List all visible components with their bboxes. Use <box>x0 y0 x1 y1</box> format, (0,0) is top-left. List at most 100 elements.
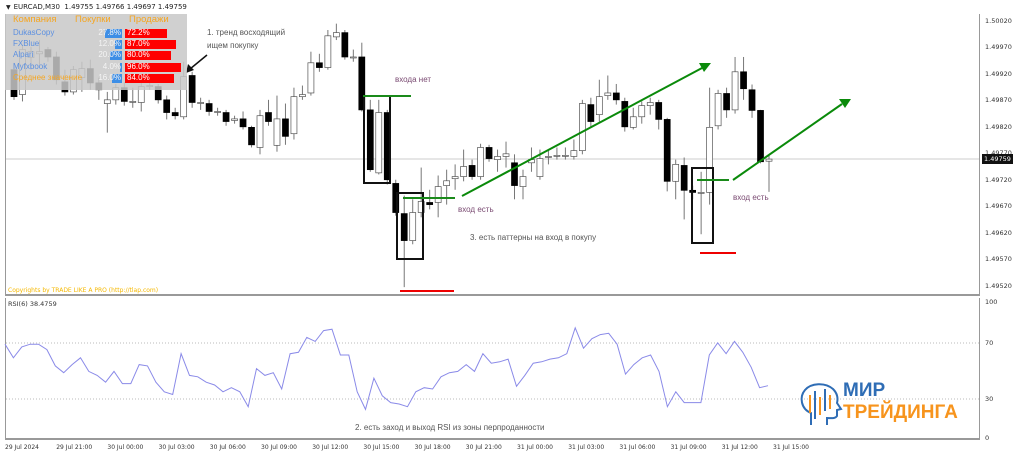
candle <box>655 99 663 130</box>
candle-body-bear <box>587 104 595 122</box>
time-tick-label: 31 Jul 06:00 <box>619 444 656 451</box>
candle-body-bull <box>197 102 204 104</box>
candle-body-bull <box>646 102 654 107</box>
candle-body-bull <box>103 99 111 104</box>
candle <box>511 154 518 200</box>
rsi-pane[interactable] <box>5 298 980 440</box>
price-tick-label: 1.49970 <box>985 43 1012 52</box>
candle <box>757 109 764 164</box>
candle-body-bull <box>536 158 544 177</box>
table-row: Myfxbook 4.0% 96.0% <box>5 62 187 73</box>
candle-body-bear <box>663 119 671 182</box>
annotation-look-buy: ищем покупку <box>207 41 259 50</box>
time-tick-label: 30 Jul 03:00 <box>158 444 195 451</box>
candle-body-bull <box>273 118 281 146</box>
price-tick-label: 1.49570 <box>985 255 1012 264</box>
candle <box>621 97 629 132</box>
candle <box>553 147 561 160</box>
candle-body-bull <box>256 115 264 148</box>
candle <box>579 99 586 155</box>
candle-body-bull <box>595 96 603 116</box>
candle-body-bull <box>333 32 340 38</box>
candle <box>400 195 408 288</box>
candle-body-bull <box>231 118 238 121</box>
candle <box>214 107 221 116</box>
table-row: Среднее значение 16.0% 84.0% <box>5 73 187 84</box>
pattern-box-3 <box>691 167 714 244</box>
price-chart-pane[interactable] <box>5 14 980 296</box>
candle-body-bear <box>426 202 434 205</box>
candle <box>171 107 179 120</box>
logo-line1: МИР <box>843 380 886 401</box>
price-tick-label: 1.49720 <box>985 175 1012 184</box>
rsi-level-70-label: 70 <box>985 339 994 347</box>
candle <box>562 147 569 160</box>
logo: МИР ТРЕЙДИНГА <box>795 380 975 428</box>
candle <box>595 79 603 122</box>
candle <box>672 159 680 200</box>
candle-body-bull <box>697 192 705 194</box>
candle-body-bear <box>723 93 730 111</box>
candle <box>468 159 476 180</box>
candle-body-bull <box>417 201 425 213</box>
candle <box>731 56 739 114</box>
annotation-trend: 1. тренд восходящий <box>207 28 286 37</box>
buy-value: 20.0% <box>98 50 121 59</box>
company-name: Среднее значение <box>13 73 83 82</box>
candle-body-bear <box>612 92 620 101</box>
candle <box>714 89 722 130</box>
company-name: Myfxbook <box>13 62 48 71</box>
company-name: Alpari <box>13 50 34 59</box>
candle-body-bear <box>366 109 374 171</box>
candle <box>434 175 442 218</box>
candle <box>324 29 332 70</box>
sell-value: 84.0% <box>127 73 150 82</box>
candle-body-bear <box>621 101 629 128</box>
candle-body-bear <box>392 183 400 213</box>
candle-body-bear <box>248 126 255 146</box>
buy-bar <box>112 74 122 83</box>
annotation-no-entry: входа нет <box>395 75 432 84</box>
candle <box>519 169 527 200</box>
time-tick-label: 31 Jul 03:00 <box>568 444 605 451</box>
candle <box>477 143 484 180</box>
candle <box>604 75 612 100</box>
candle <box>205 99 213 116</box>
candle-body-bear <box>163 99 171 113</box>
candle-body-bull <box>519 176 527 187</box>
candle-body-bear <box>239 118 247 128</box>
rsi-level-0-label: 0 <box>985 434 990 442</box>
candle-body-bull <box>434 186 442 203</box>
candle-body-bull <box>570 150 578 157</box>
candle <box>282 103 289 145</box>
sell-value: 80.0% <box>127 50 150 59</box>
time-tick-label: 30 Jul 12:00 <box>312 444 349 451</box>
candle <box>239 111 247 130</box>
candle-body-bull <box>129 101 137 103</box>
candle <box>765 155 773 192</box>
buy-bar <box>119 63 122 72</box>
header-company: Компания <box>13 14 57 25</box>
trend-arrow-1 <box>461 67 703 197</box>
candle-body-bear <box>358 56 366 111</box>
candle-body-bull <box>545 156 552 158</box>
dropdown-triangle-icon[interactable]: ▼ <box>6 4 11 11</box>
sell-bar <box>125 63 181 72</box>
candle-body-bear <box>468 165 476 177</box>
header-sells: Продажи <box>129 14 169 25</box>
candle <box>748 84 756 118</box>
candle <box>197 97 204 110</box>
candle-body-bull <box>290 96 298 135</box>
sell-bar <box>125 51 172 60</box>
candle <box>248 125 255 148</box>
time-tick-label: 30 Jul 15:00 <box>363 444 400 451</box>
candle-body-bear <box>205 103 213 112</box>
candle <box>723 87 730 118</box>
candle <box>460 149 467 182</box>
candle <box>103 91 111 133</box>
candle-body-bear <box>316 62 323 68</box>
candle <box>612 83 620 105</box>
pattern-box-2 <box>396 192 424 260</box>
candle <box>341 29 349 60</box>
candle-body-bull <box>629 116 637 128</box>
